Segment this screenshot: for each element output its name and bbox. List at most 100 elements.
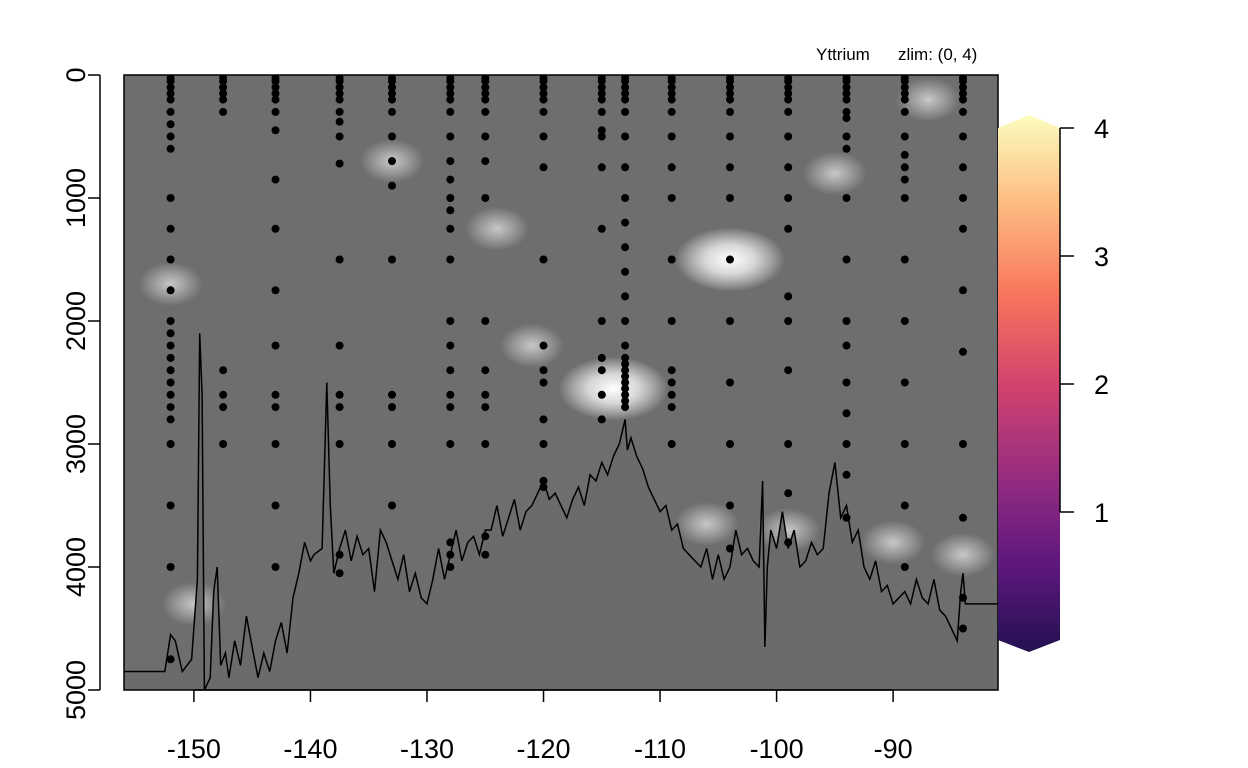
sample-point-3-10 [335, 341, 344, 350]
sample-point-6-11 [481, 390, 490, 399]
sample-point-7-11 [539, 378, 548, 387]
sample-point-6-1 [481, 77, 490, 86]
sample-point-1-9 [219, 440, 228, 448]
sample-point-4-11 [388, 403, 396, 412]
sample-point-14-3 [900, 89, 909, 98]
colorbar-tick-label: 3 [1094, 242, 1109, 272]
sample-point-0-2 [166, 83, 175, 92]
sample-point-13-10 [842, 255, 851, 264]
sample-point-1-6 [219, 366, 228, 375]
sample-point-4-3 [388, 89, 396, 98]
sample-point-4-2 [388, 83, 396, 92]
sample-point-15-8 [959, 194, 967, 202]
sample-point-3-14 [335, 550, 344, 559]
sample-point-9-15 [621, 353, 630, 362]
concentration-highlight-1 [558, 356, 669, 421]
sample-point-13-12 [842, 341, 851, 350]
sample-point-0-3 [166, 89, 175, 98]
chart-title: Yttrium [816, 45, 870, 64]
sample-point-0-12 [166, 286, 175, 295]
sample-point-9-18 [621, 372, 630, 381]
sample-point-4-4 [388, 95, 396, 104]
sample-point-0-10 [166, 224, 175, 233]
y-tick-label: 5000 [61, 660, 91, 720]
sample-point-1-1 [219, 77, 228, 86]
sample-point-12-3 [784, 89, 793, 98]
x-tick-label: -140 [283, 734, 337, 764]
sample-point-12-9 [784, 224, 793, 233]
sample-point-11-2 [726, 83, 734, 92]
sample-point-11-10 [726, 317, 734, 325]
sample-point-3-1 [335, 77, 344, 86]
colorbar-tick-label: 1 [1094, 498, 1109, 528]
sample-point-2-3 [271, 89, 280, 98]
concentration-field [138, 77, 996, 626]
sample-point-8-14 [597, 415, 606, 424]
sample-point-12-14 [784, 489, 793, 498]
sample-point-0-16 [166, 353, 175, 362]
sample-point-10-10 [667, 317, 676, 325]
sample-point-8-8 [597, 163, 606, 172]
sample-point-5-5 [446, 107, 455, 116]
sample-point-0-20 [166, 403, 175, 412]
concentration-highlight-10 [464, 206, 529, 251]
sample-point-14-1 [900, 77, 909, 86]
sample-point-13-7 [842, 132, 851, 141]
sample-point-13-14 [842, 409, 851, 418]
sample-point-6-3 [481, 89, 490, 98]
sample-point-11-4 [726, 95, 734, 104]
sample-point-15-13 [959, 513, 967, 522]
sample-point-5-11 [446, 224, 455, 233]
sample-point-0-25 [166, 655, 175, 664]
sample-point-9-21 [621, 390, 630, 399]
sample-point-2-7 [271, 175, 280, 184]
sample-point-4-12 [388, 440, 396, 448]
sample-point-4-1 [388, 77, 396, 86]
sample-point-9-6 [621, 132, 630, 141]
concentration-highlight-7 [674, 501, 739, 546]
sample-point-0-1 [166, 77, 175, 86]
sample-point-0-13 [166, 317, 175, 325]
sample-point-1-2 [219, 83, 228, 92]
sample-point-12-10 [784, 292, 793, 301]
sample-point-9-20 [621, 384, 630, 393]
sample-point-10-2 [667, 83, 676, 92]
sample-point-0-18 [166, 378, 175, 387]
sample-point-3-15 [335, 569, 344, 578]
sample-point-5-7 [446, 157, 455, 166]
sample-point-9-23 [621, 403, 630, 412]
sample-point-11-6 [726, 132, 734, 141]
sample-point-6-9 [481, 317, 490, 325]
sample-point-8-5 [597, 107, 606, 116]
sample-points [166, 75, 967, 664]
sample-point-8-9 [597, 224, 606, 233]
sample-point-15-1 [959, 77, 967, 86]
sample-point-10-6 [667, 132, 676, 141]
sample-point-10-7 [667, 163, 676, 172]
sample-point-7-1 [539, 77, 548, 86]
concentration-highlight-6 [931, 532, 996, 577]
sample-point-10-12 [667, 378, 676, 387]
sample-point-12-1 [784, 77, 793, 86]
y-tick-label: 4000 [61, 537, 91, 597]
sample-point-6-14 [481, 532, 490, 541]
sample-point-7-10 [539, 366, 548, 375]
sample-point-14-2 [900, 83, 909, 92]
sample-point-5-2 [446, 83, 455, 92]
sample-point-2-14 [271, 501, 280, 510]
sample-point-3-13 [335, 440, 344, 448]
sample-point-8-6 [597, 126, 606, 135]
sample-point-10-4 [667, 95, 676, 104]
sample-point-10-14 [667, 403, 676, 412]
y-tick-label: 3000 [61, 414, 91, 474]
concentration-highlight-3 [896, 77, 961, 122]
sample-point-9-7 [621, 163, 630, 172]
sample-point-6-4 [481, 95, 490, 104]
sample-point-1-3 [219, 89, 228, 98]
sample-point-11-7 [726, 163, 734, 172]
sample-point-4-5 [388, 107, 396, 116]
x-tick-label: -120 [516, 734, 570, 764]
sample-point-12-8 [784, 194, 793, 202]
sample-point-3-9 [335, 255, 344, 264]
sample-point-0-6 [166, 120, 175, 129]
